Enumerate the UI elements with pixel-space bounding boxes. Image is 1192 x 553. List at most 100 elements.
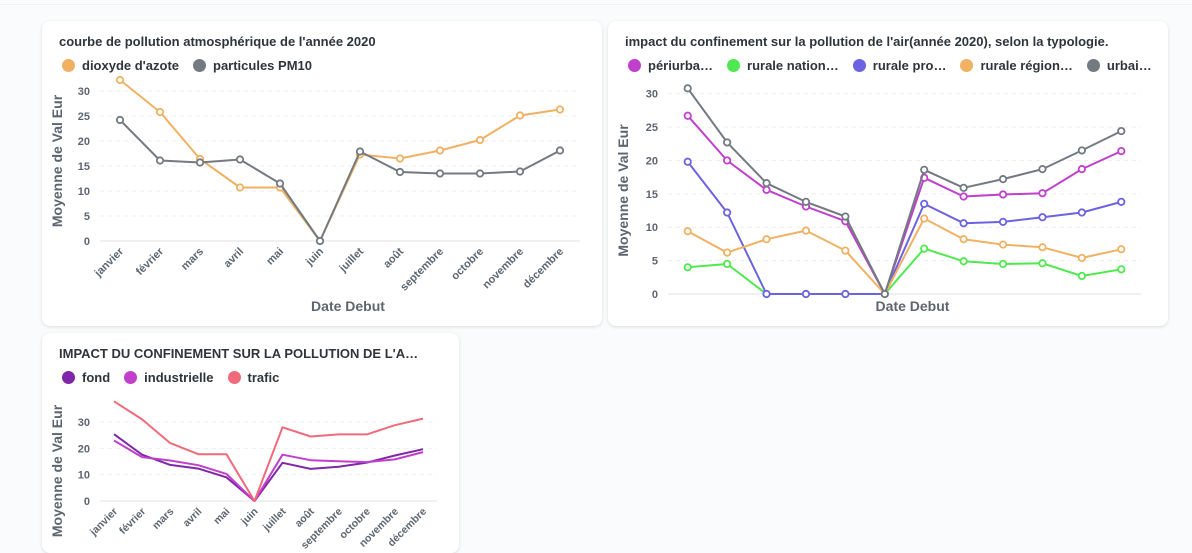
legend-swatch (227, 371, 241, 384)
y-axis-title: Moyenne de Val Eur (615, 124, 631, 257)
data-point (315, 236, 325, 246)
x-tick-label: janvier (92, 245, 127, 280)
data-point (1117, 265, 1126, 274)
x-tick-label: février (117, 506, 148, 537)
y-tick-label: 25 (78, 111, 90, 123)
legend-item[interactable]: urbai… (1086, 58, 1152, 73)
data-point (1077, 208, 1086, 217)
legend-item[interactable]: périurba… (628, 58, 713, 73)
data-point (920, 214, 929, 223)
data-point (959, 192, 968, 201)
y-tick-label: 20 (78, 443, 90, 455)
legend-label: rurale pro… (872, 58, 947, 73)
x-tick-label: avril (222, 246, 246, 270)
data-point (155, 156, 165, 165)
data-point (155, 107, 165, 117)
x-tick-label: juillet (260, 505, 289, 534)
legend-swatch (852, 59, 866, 72)
legend-item[interactable]: rurale région… (960, 58, 1073, 73)
data-point (723, 138, 732, 147)
data-point (723, 259, 732, 269)
data-point (515, 167, 525, 176)
legend-item[interactable]: particules PM10 (193, 58, 312, 73)
data-point (1038, 259, 1047, 268)
legend-swatch (62, 371, 75, 384)
chart-card-station-type: IMPACT DU CONFINEMENT SUR LA POLLUTION D… (42, 333, 459, 553)
data-point (683, 111, 692, 120)
legend-swatch (960, 59, 974, 72)
x-tick-label: avril (181, 506, 205, 530)
data-point (998, 240, 1008, 249)
data-point (1117, 147, 1126, 156)
data-point (762, 235, 771, 244)
data-point (959, 183, 968, 192)
legend-label: rurale nation… (747, 58, 839, 73)
legend-item[interactable]: industrielle (124, 370, 214, 385)
data-point (1077, 271, 1086, 281)
x-tick-label: septembre (398, 246, 446, 294)
x-tick-label: janvier (87, 506, 120, 539)
data-point (801, 289, 811, 299)
data-point (1038, 213, 1047, 222)
data-point (275, 179, 285, 188)
y-tick-label: 10 (646, 222, 658, 234)
series-line (686, 87, 1122, 295)
x-tick-label: juin (238, 506, 260, 528)
legend-item[interactable]: rurale pro… (852, 58, 947, 73)
legend-item[interactable]: rurale nation… (727, 58, 839, 73)
data-point (683, 84, 692, 93)
data-point (762, 185, 771, 194)
data-point (435, 146, 445, 155)
data-point (998, 190, 1008, 199)
data-point (762, 179, 771, 188)
data-point (723, 156, 732, 165)
y-tick-label: 5 (84, 211, 90, 223)
legend-label: trafic (247, 370, 280, 385)
legend-item[interactable]: trafic (227, 370, 280, 385)
legend-label: urbai… (1106, 58, 1152, 73)
data-point (723, 248, 732, 257)
y-tick-label: 5 (652, 256, 658, 268)
data-point (683, 263, 692, 272)
x-tick-label: février (134, 245, 167, 278)
data-point (723, 208, 732, 217)
data-point (959, 257, 968, 266)
data-point (475, 169, 485, 178)
x-tick-label: mai (211, 506, 232, 527)
legend-label: industrielle (144, 370, 214, 385)
chart-card-pollution-2020: courbe de pollution atmosphérique de l'a… (42, 21, 602, 326)
data-point (1038, 189, 1047, 198)
data-point (959, 219, 968, 228)
card-title[interactable]: IMPACT DU CONFINEMENT SUR LA POLLUTION D… (59, 346, 419, 361)
top-bar (0, 0, 1192, 5)
data-point (1077, 253, 1086, 263)
card-title[interactable]: courbe de pollution atmosphérique de l'a… (59, 34, 376, 49)
x-tick-label: octobre (449, 246, 486, 283)
legend-label: périurba… (648, 58, 714, 73)
data-point (762, 289, 771, 299)
y-tick-label: 0 (652, 289, 658, 301)
data-point (1117, 126, 1126, 136)
data-point (998, 175, 1008, 184)
legend-swatch (62, 59, 75, 72)
legend-item[interactable]: fond (62, 370, 110, 385)
card-title[interactable]: impact du confinement sur la pollution d… (625, 34, 1109, 49)
legend-item[interactable]: dioxyde d'azote (62, 58, 179, 73)
x-tick-label: mars (150, 506, 176, 532)
legend-swatch (193, 59, 206, 72)
chart-legend: fond industrielle trafic (62, 370, 279, 385)
y-axis-title: Moyenne de Val Eur (49, 94, 65, 227)
data-point (515, 111, 525, 120)
data-point (841, 212, 850, 221)
series-line (686, 115, 1122, 295)
data-point (841, 246, 850, 255)
y-tick-label: 10 (78, 186, 90, 198)
data-point (355, 147, 365, 156)
x-axis-title: Date Debut (311, 298, 385, 314)
y-axis-title: Moyenne de Val Eur (49, 404, 65, 537)
data-point (841, 289, 850, 299)
data-point (801, 197, 811, 206)
data-point (998, 259, 1008, 269)
